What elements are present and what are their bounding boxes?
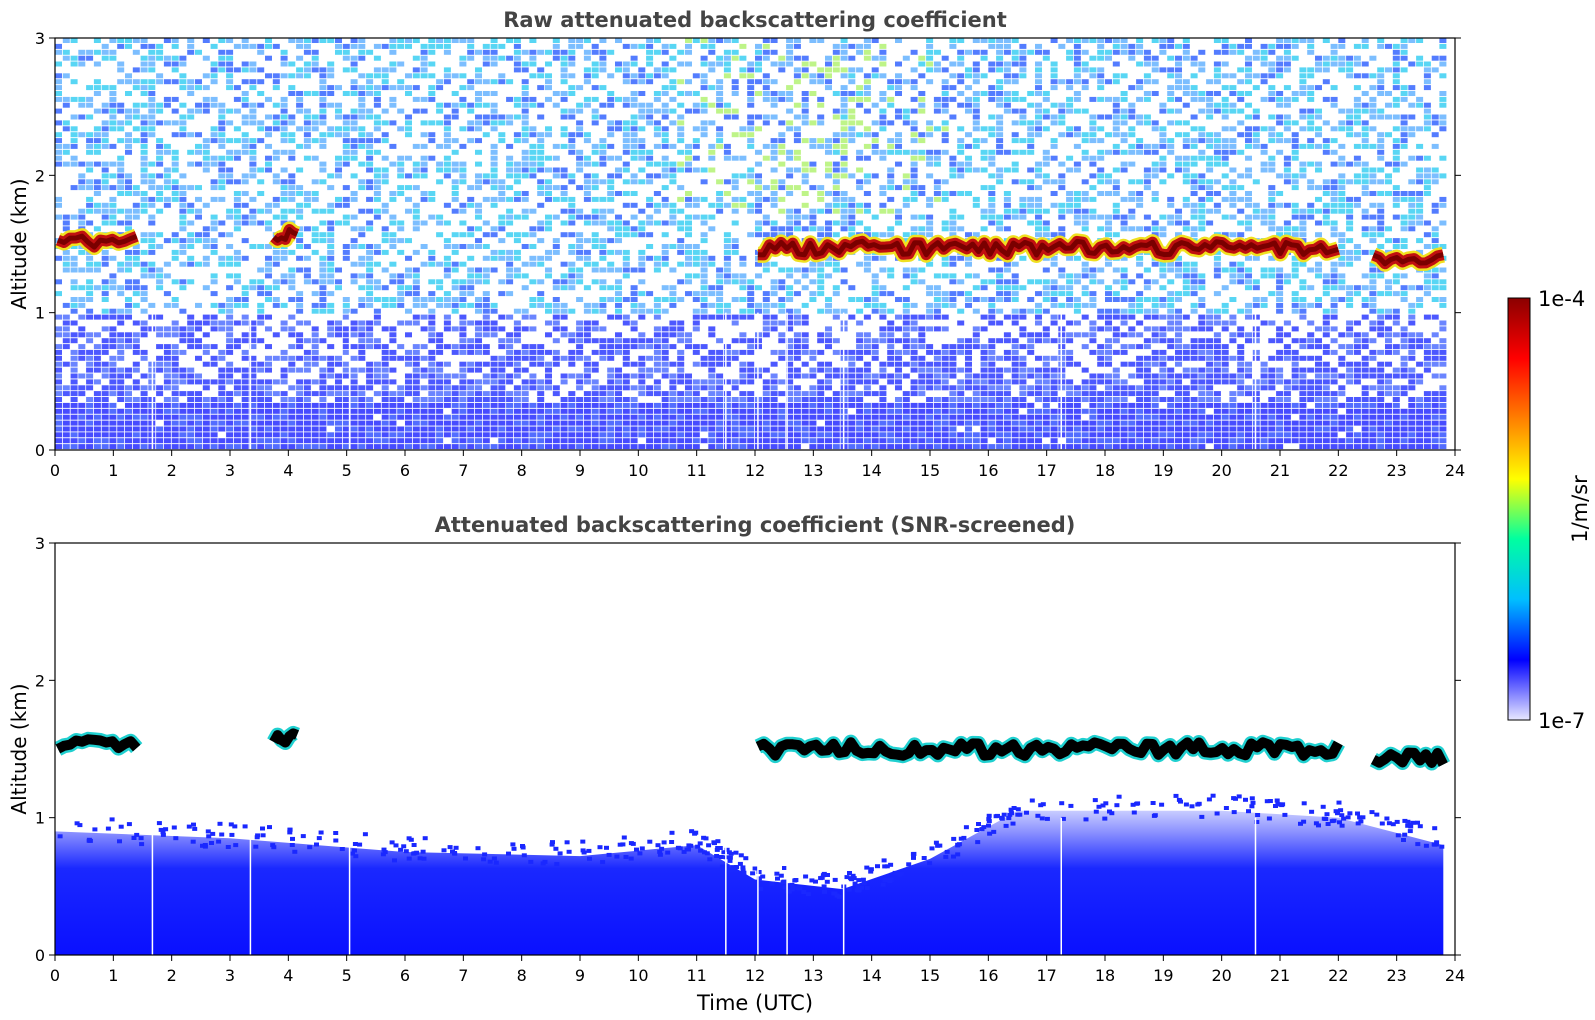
x-tick-label: 17 [1036,966,1056,985]
x-tick-label: 12 [745,966,765,985]
x-tick-label: 9 [575,461,585,480]
x-tick-label: 0 [50,461,60,480]
cloud-layer-core-2 [757,238,1340,258]
bottom-y-axis: 0 1 2 3 [35,534,1461,965]
boundary-layer-aerosol [55,810,1444,955]
x-tick-label: 21 [1270,966,1290,985]
screened-cloud-layer-3 [1370,747,1448,768]
colorbar-scale [1507,297,1531,721]
x-tick-label: 16 [978,966,998,985]
x-tick-label: 23 [1386,966,1406,985]
x-tick-label: 14 [861,461,881,480]
x-tick-label: 17 [1036,461,1056,480]
x-tick-label: 12 [745,461,765,480]
x-tick-label: 7 [458,461,468,480]
colorbar-max-label: 1e-4 [1538,287,1585,311]
x-tick-label: 11 [686,966,706,985]
x-axis-label: Time (UTC) [696,991,813,1015]
x-tick-label: 10 [628,966,648,985]
colorbar-min-label: 1e-7 [1538,709,1585,733]
screened-cloud-layer-0 [55,734,141,754]
x-tick-label: 14 [861,966,881,985]
x-tick-label: 18 [1095,966,1115,985]
x-tick-label: 15 [920,461,940,480]
colorbar-unit-label: 1/m/sr [1568,475,1592,543]
top-chart-title: Raw attenuated backscattering coefficien… [503,8,1007,32]
x-tick-label: 8 [517,966,527,985]
y-tick-label: 3 [35,534,45,553]
x-tick-label: 2 [167,461,177,480]
y-tick-label: 0 [35,946,45,965]
x-tick-label: 11 [686,461,706,480]
x-tick-label: 1 [108,461,118,480]
screened-cloud-layer-1 [269,728,299,748]
x-tick-label: 19 [1153,966,1173,985]
x-tick-label: 0 [50,966,60,985]
top-y-axis: 0 1 2 3 [35,29,1461,460]
x-tick-label: 7 [458,966,468,985]
x-tick-label: 6 [400,461,410,480]
y-tick-label: 3 [35,29,45,48]
x-tick-label: 5 [342,966,352,985]
cloud-layer-core-3 [1372,252,1444,267]
x-tick-label: 4 [283,966,293,985]
y-tick-label: 0 [35,441,45,460]
top-y-axis-label: Altitude (km) [7,178,31,309]
y-tick-label: 2 [35,671,45,690]
top-heatmap [55,38,1455,450]
x-tick-label: 9 [575,966,585,985]
x-tick-label: 3 [225,966,235,985]
bottom-heatmap [55,543,1455,955]
y-tick-label: 2 [35,166,45,185]
x-tick-label: 6 [400,966,410,985]
y-tick-label: 1 [35,304,45,323]
colorbar: 1e-4 1e-7 1/m/sr [1507,287,1592,733]
bottom-x-axis: 0 1 2 3 4 5 6 7 8 9 10 11 12 13 14 15 16 17 18 19 20 21 22 23 24 [50,955,1465,985]
top-panel: Raw attenuated backscattering coefficien… [7,8,1465,480]
bottom-chart-title: Attenuated backscattering coefficient (S… [435,513,1076,537]
bottom-y-axis-label: Altitude (km) [7,683,31,814]
y-tick-label: 1 [35,809,45,828]
screened-cloud-layer-2 [755,737,1343,761]
x-tick-label: 15 [920,966,940,985]
x-tick-label: 23 [1386,461,1406,480]
x-tick-label: 13 [803,966,823,985]
x-tick-label: 2 [167,966,177,985]
x-tick-label: 10 [628,461,648,480]
x-tick-label: 18 [1095,461,1115,480]
x-tick-label: 8 [517,461,527,480]
x-tick-label: 20 [1211,461,1231,480]
x-tick-label: 20 [1211,966,1231,985]
cloud-layer-core-1 [272,227,299,243]
bottom-panel: Attenuated backscattering coefficient (S… [7,513,1465,1015]
x-tick-label: 22 [1328,966,1348,985]
x-tick-label: 4 [283,461,293,480]
x-tick-label: 19 [1153,461,1173,480]
x-tick-label: 24 [1445,966,1465,985]
x-tick-label: 21 [1270,461,1290,480]
x-tick-label: 22 [1328,461,1348,480]
top-x-axis: 0 1 2 3 4 5 6 7 8 9 10 11 12 13 14 15 16 17 18 19 20 21 22 23 24 [50,450,1465,480]
x-tick-label: 16 [978,461,998,480]
x-tick-label: 13 [803,461,823,480]
x-tick-label: 5 [342,461,352,480]
cloud-layer-core-0 [56,233,138,250]
x-tick-label: 24 [1445,461,1465,480]
x-tick-label: 1 [108,966,118,985]
x-tick-label: 3 [225,461,235,480]
